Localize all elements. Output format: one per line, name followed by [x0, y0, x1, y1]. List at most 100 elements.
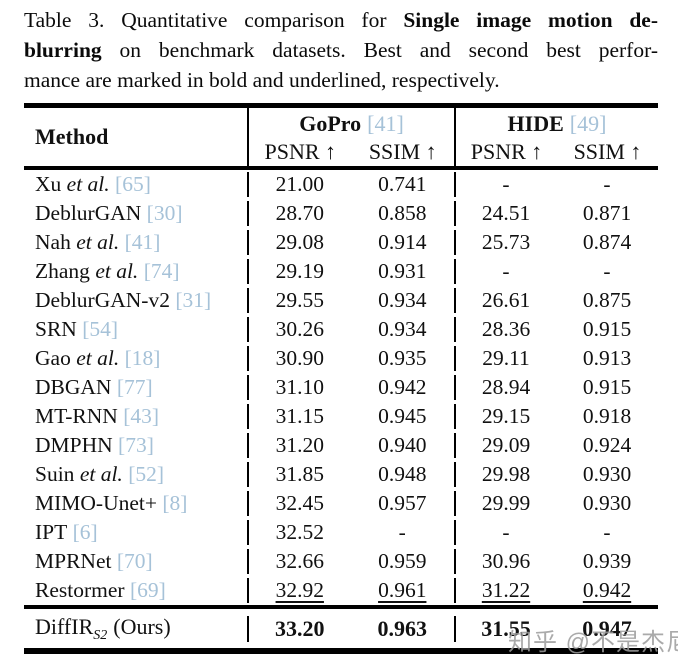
gopro-title: GoPro [41] — [299, 110, 404, 136]
table-row: Nah et al. [41] 29.08 0.914 25.73 0.874 — [24, 228, 658, 257]
header-rule — [24, 166, 658, 170]
value-cell: 30.90 — [247, 346, 351, 371]
value-cell: 21.00 — [247, 172, 351, 197]
final-method-cell: DiffIRS2 (Ours) — [35, 613, 171, 643]
value-cell: - — [454, 172, 556, 197]
value-cell: 0.858 — [378, 201, 427, 225]
table-row: SRN [54] 30.26 0.934 28.36 0.915 — [24, 315, 658, 344]
table-row: MT-RNN [43] 31.15 0.945 29.15 0.918 — [24, 402, 658, 431]
value-cell: 0.945 — [378, 404, 427, 428]
bottom-rule — [24, 648, 658, 654]
method-cell: MIMO-Unet+ [8] — [35, 491, 188, 515]
gopro-ssim-label: SSIM ↑ — [368, 138, 437, 164]
top-rule — [24, 103, 658, 108]
zhihu-watermark: 知乎 @不是杰尼 — [508, 629, 678, 656]
value-cell: 31.20 — [247, 433, 351, 458]
value-cell: 0.930 — [582, 462, 632, 486]
table-header: Method GoPro [41] PSNR ↑ SSIM ↑ HIDE [49] … — [24, 108, 658, 166]
value-cell: - — [454, 259, 556, 284]
hide-metrics: PSNR ↑ SSIM ↑ — [456, 138, 658, 165]
table-row: DBGAN [77] 31.10 0.942 28.94 0.915 — [24, 373, 658, 402]
value-cell: 0.934 — [378, 288, 427, 312]
method-cell: MT-RNN [43] — [35, 404, 160, 428]
caption-line-2: blurring on benchmark datasets. Best and… — [24, 38, 658, 62]
value-cell: - — [603, 259, 611, 283]
method-cell: DMPHN [73] — [35, 433, 154, 457]
table-body: Xu et al. [65] 21.00 0.741- - DeblurGAN [30]… — [24, 170, 658, 605]
value-cell: 29.98 — [454, 462, 556, 487]
table-row: MPRNet [70] 32.66 0.959 30.96 0.939 — [24, 547, 658, 576]
hide-ssim-label: SSIM ↑ — [573, 138, 642, 164]
value-cell: 29.55 — [247, 288, 351, 313]
value-cell: 29.08 — [247, 230, 351, 255]
value-cell: 0.940 — [378, 433, 427, 457]
value-cell: 0.924 — [582, 433, 632, 457]
method-cell: Restormer [69] — [35, 578, 166, 602]
value-cell: 25.73 — [454, 230, 556, 255]
final-value-cell: 33.20 — [247, 615, 351, 642]
method-cell: DeblurGAN-v2 [31] — [35, 288, 212, 312]
value-cell: 29.19 — [247, 259, 351, 284]
value-cell: 31.22 — [454, 578, 556, 603]
value-cell: 0.942 — [582, 578, 632, 602]
value-cell: 0.931 — [378, 259, 427, 283]
value-cell: 0.913 — [582, 346, 632, 370]
value-cell: 0.915 — [582, 375, 632, 399]
value-cell: - — [603, 172, 611, 196]
table-row: DeblurGAN [30] 28.70 0.858 24.51 0.871 — [24, 199, 658, 228]
value-cell: 29.99 — [454, 491, 556, 516]
value-cell: 0.948 — [378, 462, 427, 486]
table-row: Gao et al. [18] 30.90 0.935 29.11 0.913 — [24, 344, 658, 373]
value-cell: 0.871 — [582, 201, 632, 225]
hide-title: HIDE [49] — [507, 110, 607, 136]
method-cell: Gao et al. [18] — [35, 346, 161, 370]
value-cell: 0.930 — [582, 491, 632, 515]
header-method: Method — [35, 124, 109, 149]
value-cell: 28.70 — [247, 201, 351, 226]
method-cell: Suin et al. [52] — [35, 462, 165, 486]
value-cell: 0.934 — [378, 317, 427, 341]
value-cell: 31.10 — [247, 375, 351, 400]
value-cell: 32.45 — [247, 491, 351, 516]
hide-psnr-label: PSNR ↑ — [470, 138, 543, 164]
method-cell: Zhang et al. [74] — [35, 259, 180, 283]
value-cell: - — [398, 520, 406, 544]
caption-line-1: Table 3. Quantitative comparison for Sin… — [24, 8, 659, 32]
value-cell: 0.875 — [582, 288, 632, 312]
table-row: Zhang et al. [74] 29.19 0.931 - - — [24, 257, 658, 286]
method-cell: MPRNet [70] — [35, 549, 153, 573]
final-row: DiffIRS2 (Ours) 33.20 0.963 31.55 0.947 — [24, 609, 658, 648]
value-cell: 32.66 — [247, 549, 351, 574]
value-cell: - — [603, 520, 611, 544]
value-cell: - — [454, 520, 556, 545]
value-cell: 31.15 — [247, 404, 351, 429]
value-cell: 28.36 — [454, 317, 556, 342]
value-cell: 29.09 — [454, 433, 556, 458]
header-group-hide: HIDE [49] PSNR ↑ SSIM ↑ — [454, 108, 658, 166]
table-row: DMPHN [73] 31.20 0.940 29.09 0.924 — [24, 431, 658, 460]
value-cell: 30.26 — [247, 317, 351, 342]
value-cell: 0.914 — [378, 230, 427, 254]
value-cell: 32.92 — [247, 578, 351, 603]
value-cell: 29.11 — [454, 346, 556, 371]
value-cell: 0.939 — [582, 549, 632, 573]
header-group-gopro: GoPro [41] PSNR ↑ SSIM ↑ — [247, 108, 454, 166]
value-cell: 0.942 — [378, 375, 427, 399]
table-row: Suin et al. [52] 31.85 0.948 29.98 0.930 — [24, 460, 658, 489]
method-cell: DeblurGAN [30] — [35, 201, 183, 225]
value-cell: 0.957 — [378, 491, 427, 515]
method-cell: IPT [6] — [35, 520, 98, 544]
final-value-cell: 0.947 — [582, 615, 632, 641]
table-row: Restormer [69] 32.92 0.961 31.22 0.942 — [24, 576, 658, 605]
value-cell: 32.52 — [247, 520, 351, 545]
method-cell: DBGAN [77] — [35, 375, 153, 399]
method-cell: Xu et al. [65] — [35, 172, 151, 196]
table-row: IPT [6] 32.52 - - - — [24, 518, 658, 547]
gopro-psnr-label: PSNR ↑ — [264, 138, 337, 164]
table-row: MIMO-Unet+ [8] 32.45 0.957 29.99 0.930 — [24, 489, 658, 518]
method-cell: SRN [54] — [35, 317, 119, 341]
value-cell: 30.96 — [454, 549, 556, 574]
value-cell: 31.85 — [247, 462, 351, 487]
value-cell: 0.874 — [582, 230, 632, 254]
value-cell: 0.935 — [378, 346, 427, 370]
